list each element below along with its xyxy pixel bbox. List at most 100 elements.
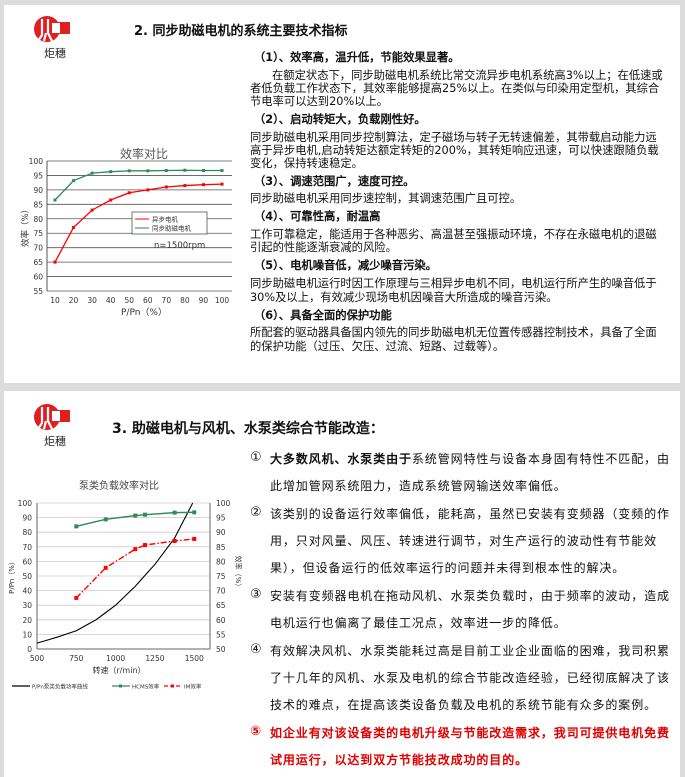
list-item-text: 如企业有对该设备类的电机升级与节能改造需求，我司可提供电机免费 (270, 726, 670, 740)
y-tick-label: 70 (33, 244, 43, 253)
list-item-text: 果），但设备运行的低效率运行的问题并未得到根本性的解决。 (270, 561, 626, 575)
efficiency-comparison-chart: 效率对比 55 60 65 70 75 80 85 90 95 100 10 20 30 40 50 60 70 8… (20, 146, 232, 318)
list-item-text: 试用运行，以达到双方节能技改成功的目的。 (270, 753, 529, 767)
legend-label: 同步助磁电机 (152, 224, 192, 233)
y-right-tick-label: 95 (216, 514, 226, 523)
data-point (90, 208, 94, 212)
series-line (54, 169, 222, 201)
data-point (90, 171, 94, 175)
y-left-tick-label: 90 (22, 514, 32, 523)
x-tick-label: 1500 (185, 654, 204, 663)
y-right-tick-label: 80 (216, 557, 226, 566)
section-heading: （3）、调速范围广，速度可控。 (254, 175, 415, 188)
data-point (127, 169, 131, 173)
x-tick-label: 10 (50, 296, 60, 305)
data-point (74, 595, 79, 600)
list-item-text: 安装有变频器电机在拖动风机、水泵类负载时，由于频率的波动，造成 (270, 589, 670, 603)
data-point (164, 185, 168, 189)
list-marker: ② (250, 505, 262, 520)
list-item-line: 了十几年的风机、水泵及电机的综合节能改造经验，已经彻底解决了该 (270, 669, 670, 686)
list-item-line: 技术的难点，在提高该类设备负载及电机的系统节能有众多的案例。 (270, 696, 657, 713)
y-tick-label: 100 (29, 157, 44, 166)
data-point (192, 536, 197, 541)
list-item-text: 此增加管网系统阻力，造成系统管网输送效率偏低。 (270, 479, 567, 493)
data-point (220, 182, 224, 186)
y-right-tick-label: 70 (216, 587, 226, 596)
data-point (220, 169, 224, 173)
x-tick-label: 30 (87, 296, 97, 305)
data-point (109, 170, 113, 174)
body-line: 节电率可以达到20%以上。 (250, 95, 389, 108)
list-item-line: 果），但设备运行的低效率运行的问题并未得到根本性的解决。 (270, 559, 625, 576)
y-left-tick-label: 70 (22, 543, 32, 552)
slide-system-specs: 炬穗 2. 同步助磁电机的系统主要技术指标 （1）、效率高，温升低，节能效果显著… (4, 5, 680, 383)
x-tick-label: 1250 (145, 654, 164, 663)
list-item-line: 此增加管网系统阻力，造成系统管网输送效率偏低。 (270, 477, 567, 494)
data-point (183, 184, 187, 188)
data-point (201, 183, 205, 187)
y-tick-label: 95 (33, 171, 43, 180)
x-tick-label: 100 (215, 296, 230, 305)
list-item-line: 该类别的设备运行效率偏低，能耗高，虽然已安装有变频器（变频的作 (270, 505, 670, 522)
y-left-tick-label: 0 (27, 645, 32, 654)
body-line: 的保护功能（过压、欠压、过流、短路、过载等）。 (250, 340, 505, 353)
list-item-lead: 大多数风机、水泵类由于 (270, 452, 412, 466)
data-point (146, 188, 150, 192)
body-line: 在额定状态下，同步助磁电机系统比常交流异步电机系统高3%以上；在低速或 (272, 69, 663, 82)
list-marker: ① (250, 450, 262, 465)
data-point (53, 198, 57, 202)
x-tick-label: 20 (69, 296, 79, 305)
y-tick-label: 90 (33, 186, 43, 195)
list-item-text: 该类别的设备运行效率偏低，能耗高，虽然已安装有变频器（变频的作 (270, 507, 670, 521)
list-item-line: 有效解决风机、水泵类能耗过高是目前工业企业面临的困难，我司积累 (270, 642, 670, 659)
y-right-tick-label: 75 (216, 572, 226, 581)
data-point (103, 565, 108, 570)
logo-mark-icon (34, 404, 70, 430)
data-point (127, 191, 131, 195)
y-tick-label: 75 (33, 229, 43, 238)
body-line: 引起的性能逐渐衰减的风险。 (250, 241, 397, 254)
y-right-tick-label: 55 (216, 630, 226, 639)
list-item-line: 安装有变频器电机在拖动风机、水泵类负载时，由于频率的波动，造成 (270, 587, 670, 604)
company-logo: 炬穗 (30, 401, 80, 451)
logo-text: 炬穗 (44, 435, 66, 448)
y-left-tick-label: 80 (22, 528, 32, 537)
data-point (74, 524, 79, 529)
list-item-text: 系统管网特性与设备本身固有特性不匹配，由 (411, 452, 670, 466)
series-line (75, 538, 195, 599)
y-left-tick-label: 50 (22, 572, 32, 581)
data-point (201, 169, 205, 173)
x-tick-label: 60 (143, 296, 153, 305)
data-point (103, 517, 108, 522)
x-tick-label: 80 (180, 296, 190, 305)
x-axis-label: P/Pn（%） (121, 307, 167, 318)
section-heading: （5）、电机噪音低，减少噪音污染。 (254, 259, 437, 272)
list-item-line: 大多数风机、水泵类由于系统管网特性与设备本身固有特性不匹配，由 (270, 450, 670, 467)
x-tick-label: 70 (162, 296, 172, 305)
x-tick-label: 50 (124, 296, 134, 305)
y-tick-label: 65 (33, 258, 43, 267)
logo-text: 炬穗 (44, 47, 66, 60)
x-tick-label: 90 (199, 296, 209, 305)
data-point (109, 198, 113, 202)
x-tick-label: 1000 (106, 654, 125, 663)
y-right-tick-label: 85 (216, 543, 226, 552)
body-line: 变化，保持转速稳定。 (250, 157, 363, 170)
y-right-tick-label: 90 (216, 528, 226, 537)
x-axis-label: 转速（r/min） (92, 665, 145, 675)
x-tick-label: 40 (106, 296, 116, 305)
series-line (36, 502, 194, 644)
y-tick-label: 80 (33, 215, 43, 224)
list-marker: ⑤ (250, 724, 262, 739)
data-point (143, 543, 148, 548)
data-point (133, 513, 138, 518)
list-item-text: 用，只对风量、风压、转速进行调节，对生产运行的波动性有节能效 (270, 534, 658, 548)
list-item-line: 如企业有对该设备类的电机升级与节能改造需求，我司可提供电机免费 (270, 724, 670, 741)
slide-title: 3. 助磁电机与风机、水泵类综合节能改造： (112, 421, 384, 437)
body-line: 30%及以上，有效减少现场电机因噪音大所造成的噪音污染。 (250, 291, 558, 304)
y-tick-label: 55 (33, 287, 43, 296)
body-line: 同步助磁电机采用同步速控制，其调速范围广且可控。 (250, 192, 522, 205)
y-axis-label: 效率（%） (20, 205, 31, 247)
slide-fan-pump-retrofit: 炬穗 3. 助磁电机与风机、水泵类综合节能改造： ① 大多数风机、水泵类由于系统管… (4, 391, 680, 777)
data-point (72, 225, 76, 229)
